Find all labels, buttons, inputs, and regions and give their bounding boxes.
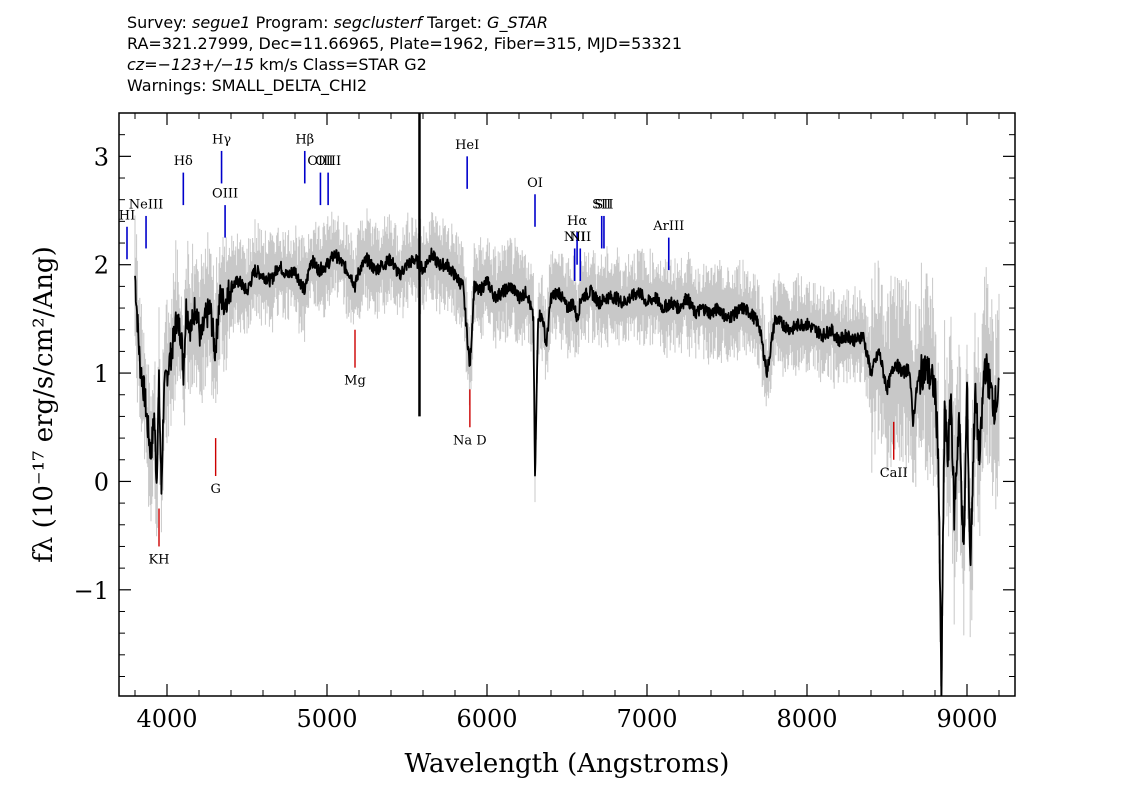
emission-line-label: Hα: [567, 214, 587, 229]
header-line-coords: RA=321.27999, Dec=11.66965, Plate=1962, …: [127, 34, 683, 53]
y-tick-label: 1: [94, 360, 109, 388]
target-label: Target:: [427, 13, 482, 32]
emission-line-label: HeI: [455, 138, 479, 153]
emission-line-label: Hγ: [212, 133, 231, 148]
error-band: [134, 208, 1000, 696]
emission-line-label: OIII: [307, 154, 333, 169]
absorption-line-label: Mg: [344, 374, 366, 389]
program-value: segclusterf: [333, 13, 422, 32]
y-axis-label: fλ (10⁻¹⁷ erg/s/cm²/Ang): [29, 246, 59, 562]
cz-unit-class: km/s Class=STAR G2: [259, 55, 427, 74]
error-band-path: [134, 208, 1000, 696]
spectrum-series: [134, 113, 1000, 696]
header-line-warnings: Warnings: SMALL_DELTA_CHI2: [127, 76, 368, 95]
header-line-cz: cz=−123+/−15 km/s Class=STAR G2: [127, 54, 682, 75]
emission-line-label: NII: [564, 230, 586, 245]
emission-line-label: Hβ: [295, 133, 314, 148]
survey-label: Survey:: [127, 13, 187, 32]
cz-value: cz=−123+/−15: [127, 55, 255, 74]
spectrum-line: [134, 247, 1000, 696]
absorption-line-label: KH: [148, 552, 169, 567]
emission-line-label: NeIII: [129, 198, 163, 213]
y-tick-label: 2: [94, 252, 109, 280]
line-markers: HINeIIIHδHγOIIIHβOIIIOIIIHeIOINIIHαNIISI…: [119, 133, 908, 568]
x-tick-label: 6000: [456, 705, 517, 733]
spectrum-header: Survey: segue1 Program: segclusterf Targ…: [127, 12, 682, 96]
axes: 4000 5000 6000 7000 8000 9000 −1 0 1 2 3 Wavelength…: [29, 113, 1015, 779]
target-value: G_STAR: [487, 13, 548, 32]
x-axis-label: Wavelength (Angstroms): [405, 749, 730, 779]
absorption-line-label: Na D: [453, 433, 487, 448]
emission-line-label: SII: [594, 198, 613, 213]
survey-value: segue1: [191, 13, 251, 32]
y-tick-label: 3: [94, 143, 109, 171]
y-tick-label: 0: [94, 468, 109, 496]
absorption-line-label: G: [210, 482, 220, 497]
plot-frame: [118, 112, 1016, 697]
x-tick-label: 4000: [136, 705, 197, 733]
emission-line-label: OIII: [212, 187, 238, 202]
emission-line-label: NII: [569, 230, 591, 245]
x-tick-label: 8000: [776, 705, 837, 733]
emission-line-label: OIII: [315, 154, 341, 169]
x-tick-label: 9000: [936, 705, 997, 733]
x-tick-label: 5000: [296, 705, 357, 733]
emission-line-label: HI: [119, 208, 135, 223]
emission-line-label: SII: [592, 198, 611, 213]
program-label: Program:: [255, 13, 329, 32]
emission-line-label: ArIII: [652, 219, 684, 234]
x-tick-label: 7000: [616, 705, 677, 733]
emission-line-label: OI: [527, 176, 543, 191]
emission-line-label: Hδ: [174, 154, 193, 169]
absorption-line-label: CaII: [880, 466, 908, 481]
header-line-target: Survey: segue1 Program: segclusterf Targ…: [127, 12, 682, 33]
y-tick-label: −1: [74, 577, 109, 605]
